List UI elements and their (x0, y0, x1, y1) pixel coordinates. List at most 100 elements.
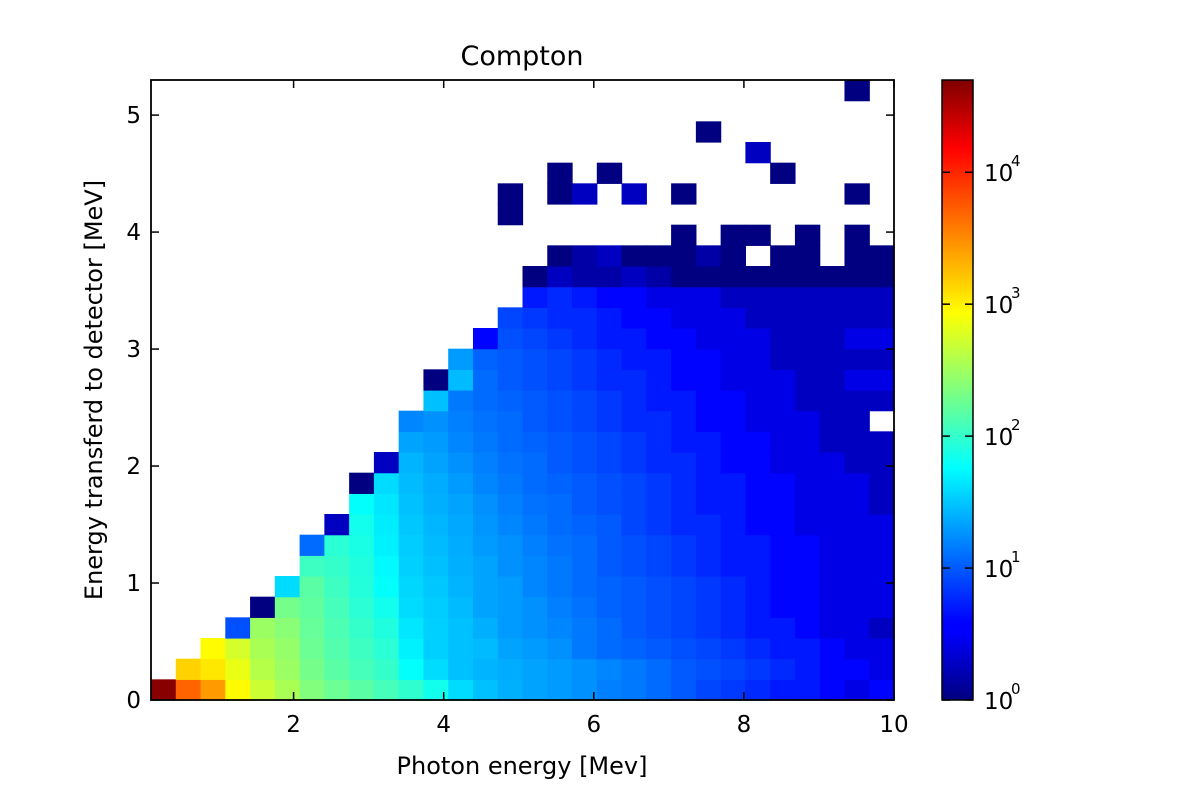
heatmap-cell (621, 679, 647, 701)
colorbar-tick-base: 10 (984, 557, 1013, 583)
heatmap-cell (596, 472, 623, 494)
heatmap-cell (497, 514, 524, 536)
heatmap-cell (398, 679, 425, 701)
heatmap-cell (671, 328, 697, 350)
heatmap-cell (869, 596, 895, 618)
heatmap-cell (671, 514, 697, 536)
heatmap-cell (794, 410, 821, 432)
heatmap-cell (572, 679, 598, 701)
heatmap-cell (646, 472, 672, 494)
heatmap-cell (695, 679, 722, 701)
heatmap-cell (671, 390, 697, 412)
heatmap-cell (448, 617, 474, 639)
heatmap-cell (547, 266, 573, 288)
heatmap-cell (596, 555, 623, 577)
heatmap-cell (596, 369, 623, 391)
heatmap-cell (720, 224, 746, 246)
heatmap-cell (844, 576, 870, 598)
heatmap-cell (794, 658, 821, 680)
heatmap-cell (497, 658, 524, 680)
heatmap-cell (497, 307, 524, 329)
heatmap-cell (547, 555, 573, 577)
heatmap-cell (522, 410, 548, 432)
heatmap-cell (646, 576, 672, 598)
heatmap-cell (621, 369, 647, 391)
heatmap-cell (844, 80, 870, 102)
heatmap-cell (695, 348, 722, 370)
heatmap-cell (695, 410, 722, 432)
heatmap-cell (596, 493, 623, 515)
heatmap-cell (819, 534, 846, 556)
heatmap-cell (844, 638, 870, 660)
heatmap-cell (448, 679, 474, 701)
heatmap-cell (745, 142, 771, 164)
heatmap-cell (646, 431, 672, 453)
heatmap-cell (572, 348, 598, 370)
heatmap-cell (373, 638, 400, 660)
x-tick-label: 10 (879, 712, 908, 738)
heatmap-cell (794, 245, 821, 267)
heatmap-cell (621, 348, 647, 370)
heatmap-cell (596, 596, 623, 618)
heatmap-cell (869, 286, 895, 308)
heatmap-cell (299, 596, 325, 618)
heatmap-cell (819, 452, 846, 474)
heatmap-cell (695, 121, 722, 143)
heatmap-cell (646, 369, 672, 391)
heatmap-cell (671, 410, 697, 432)
heatmap-cell (869, 431, 895, 453)
heatmap-cell (770, 534, 796, 556)
heatmap-cell (770, 576, 796, 598)
heatmap-cell (596, 452, 623, 474)
heatmap-cell (596, 576, 623, 598)
heatmap-cell (596, 638, 623, 660)
heatmap-cell (745, 493, 771, 515)
heatmap-cell (497, 369, 524, 391)
heatmap-cell (423, 452, 449, 474)
heatmap-cell (572, 266, 598, 288)
heatmap-cell (844, 410, 870, 432)
heatmap-cell (398, 472, 425, 494)
heatmap-cell (497, 638, 524, 660)
heatmap-cell (398, 638, 425, 660)
heatmap-cell (695, 369, 722, 391)
heatmap-cell (869, 534, 895, 556)
y-tick-label: 1 (126, 571, 141, 597)
heatmap-cell (869, 307, 895, 329)
heatmap-cell (423, 431, 449, 453)
heatmap-cell (497, 493, 524, 515)
heatmap-cell (770, 410, 796, 432)
heatmap-cell (695, 514, 722, 536)
heatmap-cell (671, 286, 697, 308)
heatmap-cell (720, 576, 746, 598)
heatmap-cell (522, 658, 548, 680)
heatmap-cell (349, 596, 375, 618)
heatmap-cell (745, 596, 771, 618)
heatmap-cell (819, 596, 846, 618)
heatmap-cell (671, 555, 697, 577)
heatmap-cell (472, 348, 499, 370)
heatmap-cell (299, 555, 325, 577)
heatmap-cell (423, 617, 449, 639)
heatmap-cell (671, 638, 697, 660)
heatmap-cell (547, 679, 573, 701)
heatmap-cell (596, 431, 623, 453)
heatmap-cell (373, 452, 400, 474)
heatmap-cell (448, 493, 474, 515)
heatmap-cell (621, 245, 647, 267)
heatmap-cell (794, 679, 821, 701)
heatmap-cell (373, 617, 400, 639)
heatmap-cell (671, 472, 697, 494)
heatmap-cell (819, 328, 846, 350)
heatmap-cell (720, 493, 746, 515)
heatmap-cell (695, 245, 722, 267)
heatmap-cell (695, 638, 722, 660)
heatmap-cell (794, 452, 821, 474)
heatmap-cell (720, 472, 746, 494)
heatmap-cell (497, 348, 524, 370)
heatmap-cell (646, 348, 672, 370)
heatmap-cell (225, 679, 251, 701)
heatmap-cell (720, 410, 746, 432)
heatmap-cell (497, 431, 524, 453)
heatmap-cell (770, 328, 796, 350)
